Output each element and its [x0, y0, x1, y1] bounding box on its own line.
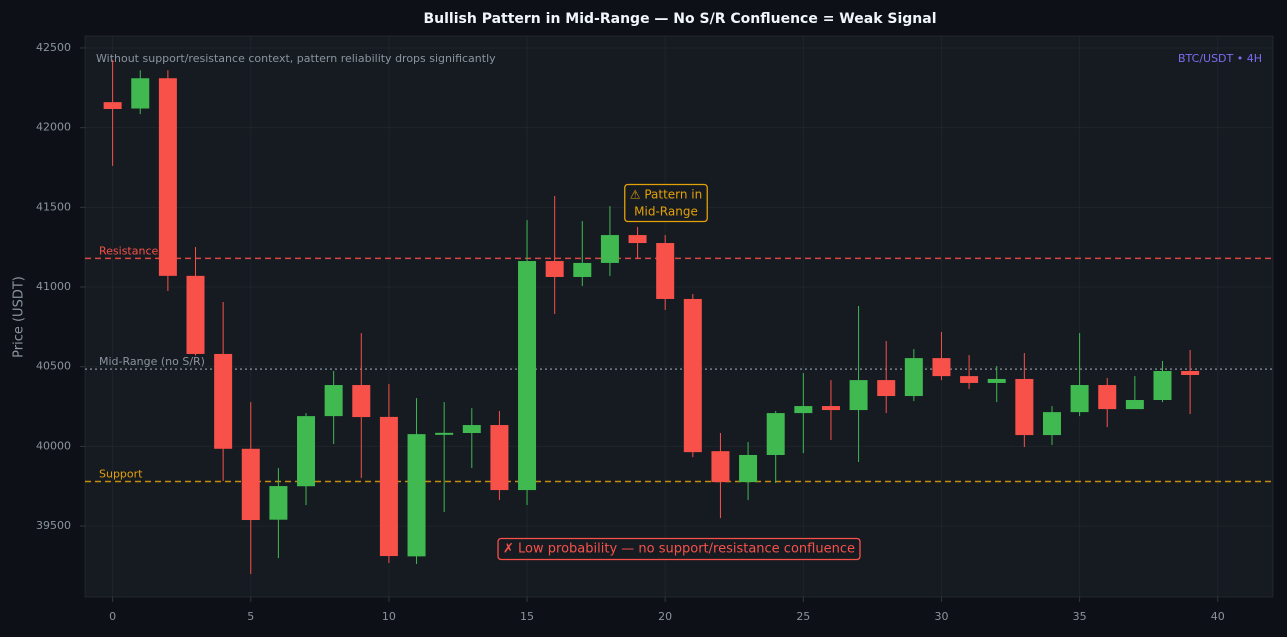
candle-body	[656, 243, 675, 299]
annotation-text: ✗ Low probability — no support/resistanc…	[503, 542, 855, 557]
candle-body	[683, 298, 702, 453]
y-tick-label: 40000	[36, 439, 71, 452]
candle-body	[904, 358, 923, 397]
candle-body	[158, 78, 177, 276]
y-tick-label: 41500	[36, 200, 71, 213]
candle-body	[545, 261, 564, 277]
x-tick-label: 10	[382, 610, 396, 623]
candle-body	[462, 425, 481, 434]
candle-body	[794, 406, 813, 414]
x-tick-label: 30	[934, 610, 948, 623]
x-tick-label: 0	[109, 610, 116, 623]
y-tick-label: 42500	[36, 41, 71, 54]
candle-body	[297, 416, 316, 487]
subtitle: Without support/resistance context, patt…	[96, 52, 496, 65]
candle-body	[407, 434, 426, 557]
candle-body	[214, 353, 233, 449]
candle-body	[352, 385, 371, 418]
candle-body	[1042, 412, 1061, 436]
x-tick-label: 20	[658, 610, 672, 623]
candle-body	[711, 451, 730, 483]
candle-body	[600, 235, 619, 263]
candle-body	[821, 406, 840, 411]
x-tick-label: 15	[520, 610, 534, 623]
candle-body	[103, 102, 122, 109]
candle-body	[849, 380, 868, 411]
annotation-text: ⚠ Pattern in	[630, 188, 703, 202]
candle-body	[877, 380, 896, 397]
y-tick-label: 39500	[36, 519, 71, 532]
y-axis-label: Price (USDT)	[12, 276, 27, 358]
x-tick-label: 25	[796, 610, 810, 623]
candle-body	[1153, 371, 1172, 401]
candle-body	[932, 358, 951, 377]
plot-area	[84, 35, 1274, 598]
annotation-box	[624, 183, 708, 223]
candle-body	[1070, 385, 1089, 413]
candle-body	[269, 486, 288, 520]
candle-body	[131, 78, 150, 109]
y-tick-label: 41000	[36, 280, 71, 293]
candle-body	[573, 262, 592, 277]
annotation-box	[497, 537, 861, 561]
x-tick-label: 5	[247, 610, 254, 623]
level-label: Support	[99, 467, 143, 480]
y-tick-label: 40500	[36, 360, 71, 373]
candle-body	[435, 432, 454, 435]
candle-body	[324, 385, 343, 417]
candle-body	[186, 275, 205, 354]
candle-body	[1181, 371, 1200, 375]
chart-title: Bullish Pattern in Mid-Range — No S/R Co…	[423, 11, 936, 27]
candle-body	[1015, 378, 1034, 436]
candle-body	[518, 261, 537, 491]
level-label: Mid-Range (no S/R)	[99, 355, 205, 368]
candle-body	[960, 376, 979, 383]
candle-body	[241, 448, 260, 521]
candle-body	[1125, 400, 1144, 410]
candle-body	[379, 416, 398, 557]
corner-label: BTC/USDT • 4H	[1178, 52, 1262, 65]
level-label: Resistance	[99, 244, 159, 257]
candle-body	[987, 378, 1006, 383]
x-tick-label: 35	[1073, 610, 1087, 623]
annotation-text: Mid-Range	[634, 205, 698, 219]
candle-body	[628, 235, 647, 244]
candle-body	[739, 454, 758, 483]
x-tick-label: 40	[1211, 610, 1225, 623]
y-tick-label: 42000	[36, 121, 71, 134]
candle-body	[1098, 385, 1117, 410]
candle-body	[490, 425, 509, 491]
candle-body	[766, 413, 785, 455]
